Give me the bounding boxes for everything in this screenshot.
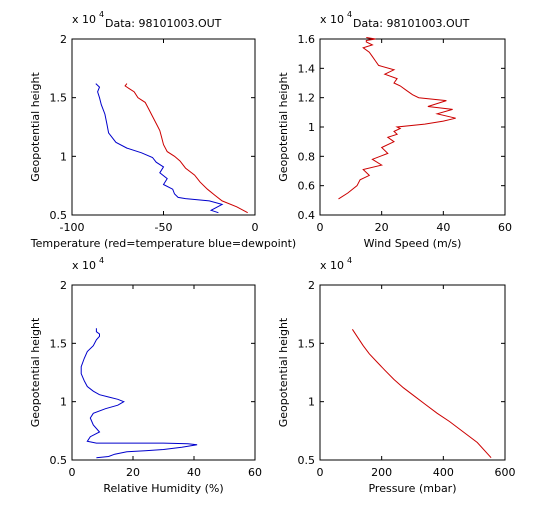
- x-tick-label: 40: [187, 466, 201, 479]
- x-tick-label: 200: [371, 466, 392, 479]
- plot-area: [71, 284, 256, 461]
- axis-exponent-label: x 10: [320, 13, 344, 26]
- x-tick-label: 40: [436, 221, 450, 234]
- y-axis-label: Geopotential height: [29, 317, 42, 427]
- y-tick-label: 0.8: [298, 150, 316, 163]
- x-tick-label: 60: [498, 221, 512, 234]
- chart-title: Data: 98101003.OUT: [353, 17, 470, 30]
- chart-panel-4: 0 200 400 600 0.5 1 1.5 2 Pressure (mbar) Geopote…: [277, 256, 516, 495]
- y-tick-label: 1.4: [298, 62, 316, 75]
- y-tick-label: 0.5: [50, 209, 68, 222]
- x-tick-label: 60: [248, 466, 262, 479]
- y-tick-label: 1.5: [50, 92, 68, 105]
- x-axis-label: Pressure (mbar): [368, 482, 456, 495]
- x-tick-label: 20: [126, 466, 140, 479]
- x-tick-label: -100: [60, 221, 85, 234]
- chart-panel-2: 0 20 40 60 0.4 0.6 0.8 1 1.2 1.4 1.6 Wind Speed (m/…: [277, 10, 512, 250]
- chart-title: Data: 98101003.OUT: [105, 17, 222, 30]
- plot-area: [319, 284, 506, 461]
- axis-exponent-power: 4: [347, 10, 352, 19]
- x-tick-label: 0: [252, 221, 259, 234]
- x-axis-label: Temperature (red=temperature blue=dewpoi…: [30, 237, 296, 250]
- y-tick-label: 0.4: [298, 209, 316, 222]
- chart-panel-1: -100 -50 0 0.5 1 1.5 2 Temperature (red=tempera…: [29, 10, 296, 250]
- y-tick-label: 1: [60, 150, 67, 163]
- x-tick-label: 0: [69, 466, 76, 479]
- x-tick-label: 0: [317, 466, 324, 479]
- axis-exponent-label: x 10: [72, 259, 96, 272]
- series-line: [338, 37, 456, 200]
- y-tick-label: 1.5: [298, 337, 316, 350]
- x-axis-label: Relative Humidity (%): [103, 482, 223, 495]
- y-tick-label: 2: [308, 279, 315, 292]
- series-line: [124, 83, 248, 214]
- y-tick-label: 1: [308, 396, 315, 409]
- x-tick-label: 0: [317, 221, 324, 234]
- y-tick-label: 1.2: [298, 92, 316, 105]
- chart-panel-3: 0 20 40 60 0.5 1 1.5 2 Relative Humidity (%) Geop…: [29, 256, 262, 495]
- y-tick-label: 0.5: [298, 454, 316, 467]
- series-line: [95, 83, 224, 214]
- series-line: [351, 329, 492, 459]
- y-tick-label: 1.6: [298, 33, 316, 46]
- axis-exponent-power: 4: [99, 256, 104, 265]
- axis-exponent-label: x 10: [320, 259, 344, 272]
- y-tick-label: 1: [308, 121, 315, 134]
- y-tick-label: 2: [60, 279, 67, 292]
- y-tick-label: 1.5: [50, 337, 68, 350]
- x-tick-label: -50: [155, 221, 173, 234]
- y-tick-label: 0.6: [298, 180, 316, 193]
- y-axis-label: Geopotential height: [29, 72, 42, 182]
- series-line: [80, 328, 198, 459]
- x-tick-label: 600: [495, 466, 516, 479]
- y-axis-label: Geopotential height: [277, 317, 290, 427]
- y-tick-label: 0.5: [50, 454, 68, 467]
- y-tick-label: 2: [60, 33, 67, 46]
- y-axis-label: Geopotential height: [277, 72, 290, 182]
- x-axis-label: Wind Speed (m/s): [364, 237, 462, 250]
- y-tick-label: 1: [60, 396, 67, 409]
- axis-exponent-label: x 10: [72, 13, 96, 26]
- x-tick-label: 400: [433, 466, 454, 479]
- x-tick-label: 20: [375, 221, 389, 234]
- axis-exponent-power: 4: [347, 256, 352, 265]
- axis-exponent-power: 4: [99, 10, 104, 19]
